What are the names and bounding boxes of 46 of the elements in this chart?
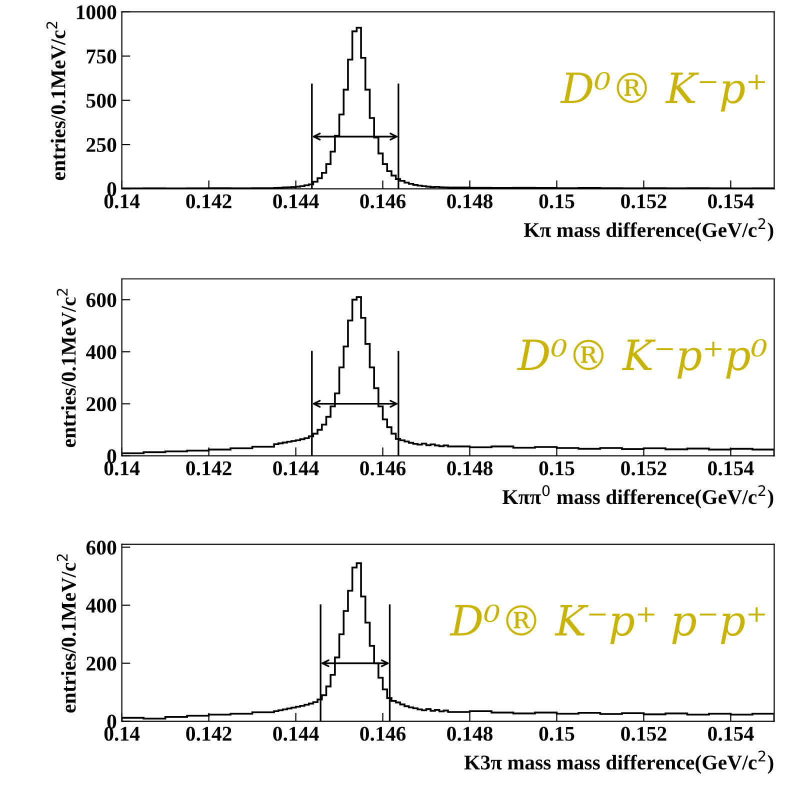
x-tick-label: 0.15 [539, 461, 574, 476]
y-tick-label: 400 [86, 345, 116, 360]
y-tick-label: 400 [86, 598, 116, 613]
y-tick-label: 0 [107, 449, 116, 464]
y-axis-title: entries/0.1MeV/c$^{2}$ [56, 554, 76, 713]
x-tick-label: 0.148 [447, 194, 493, 208]
x-tick-label: 0.142 [186, 461, 232, 476]
x-tick-label: 0.14 [104, 726, 140, 741]
annotation: D⁰® K⁻p⁺p⁰ [516, 339, 767, 379]
x-tick-label: 0.142 [186, 194, 232, 208]
x-tick-label: 0.144 [273, 461, 319, 476]
x-tick-label: 0.154 [708, 461, 754, 476]
y-tick-label: 500 [86, 94, 116, 108]
x-tick-label: 0.154 [708, 194, 754, 208]
y-tick-label: 0 [107, 714, 116, 729]
y-tick-label: 1000 [76, 5, 116, 20]
y-tick-label: 600 [86, 293, 116, 308]
y-axis-title: entries/0.1MeV/c$^{2}$ [46, 22, 66, 180]
x-tick-label: 0.146 [360, 194, 406, 208]
annotation: D⁰® K⁻p⁺ [560, 72, 765, 112]
x-tick-label: 0.144 [273, 726, 319, 741]
x-tick-label: 0.144 [273, 194, 319, 208]
x-tick-label: 0.152 [621, 194, 666, 208]
y-tick-label: 750 [86, 49, 116, 64]
y-axis-title: entries/0.1MeV/c$^{2}$ [56, 288, 76, 448]
x-tick-label: 0.15 [539, 194, 574, 208]
x-tick-label: 0.15 [539, 726, 574, 741]
x-tick-label: 0.148 [447, 461, 493, 476]
x-tick-label: 0.146 [360, 726, 406, 741]
x-tick-label: 0.146 [360, 461, 406, 476]
annotation: D⁰® K⁻p⁺ p⁻p⁺ [450, 604, 765, 644]
x-tick-label: 0.142 [186, 726, 232, 741]
y-tick-label: 200 [86, 656, 116, 671]
x-tick-label: 0.148 [447, 726, 493, 741]
x-tick-label: 0.152 [621, 726, 666, 741]
x-axis-title: Kπ mass difference(GeV/c$^{2}$) [524, 218, 774, 242]
x-tick-label: 0.152 [621, 461, 666, 476]
y-tick-label: 0 [107, 182, 116, 196]
x-axis-title: Kππ$^{0}$ mass difference(GeV/c$^{2}$) [502, 485, 774, 508]
x-tick-label: 0.14 [104, 194, 140, 208]
y-tick-label: 600 [86, 540, 116, 555]
x-tick-label: 0.14 [104, 461, 140, 476]
x-tick-label: 0.154 [708, 726, 754, 741]
y-tick-label: 250 [86, 138, 116, 152]
y-tick-label: 200 [86, 397, 116, 412]
x-axis-title: K3π mass mass difference(GeV/c$^{2}$) [464, 750, 774, 774]
